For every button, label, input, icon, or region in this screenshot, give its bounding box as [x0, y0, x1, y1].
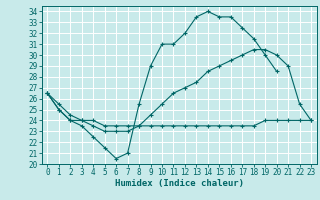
X-axis label: Humidex (Indice chaleur): Humidex (Indice chaleur) — [115, 179, 244, 188]
